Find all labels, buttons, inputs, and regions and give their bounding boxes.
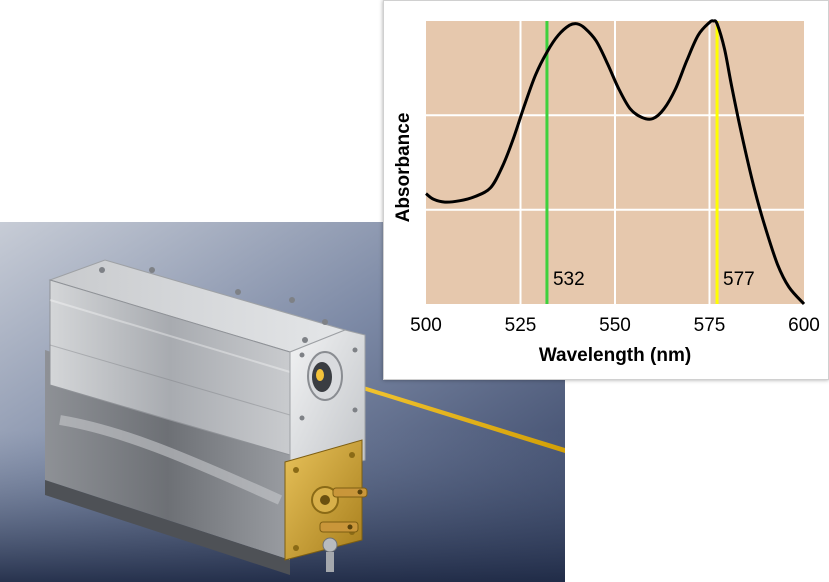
x-axis-ticks: 500 525 550 575 600 [410,315,820,336]
grid-lines [426,21,804,304]
absorbance-chart-panel: 532 577 500 525 550 575 600 Wavelength (nm) A… [383,0,829,380]
x-tick-label: 600 [788,315,820,336]
absorbance-chart: 532 577 500 525 550 575 600 Wavelength (nm) A… [393,19,820,366]
wavelength-markers: 532 577 [545,21,755,304]
x-tick-label: 500 [410,315,442,336]
x-tick-label: 550 [599,315,631,336]
x-tick-label: 525 [505,315,537,336]
x-tick-label: 575 [694,315,726,336]
y-axis-title: Absorbance [393,113,414,223]
marker-label-532: 532 [553,269,585,290]
x-axis-title: Wavelength (nm) [539,345,691,366]
absorbance-curve [425,19,806,306]
marker-label-577: 577 [723,269,755,290]
